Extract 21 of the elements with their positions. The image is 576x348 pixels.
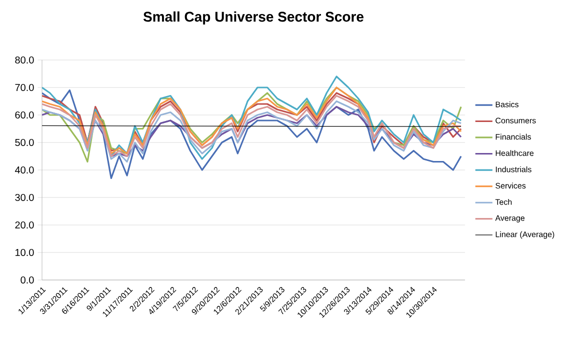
- y-tick-label: 80.0: [15, 56, 34, 64]
- legend-label: Consumers: [496, 118, 536, 124]
- y-tick-label: 20.0: [15, 221, 34, 229]
- y-tick-label: 10.0: [16, 248, 34, 256]
- legend-label: Healthcare: [496, 150, 534, 156]
- line-series: [42, 100, 462, 163]
- legend-label: Average: [495, 215, 525, 222]
- legend-label: Linear (Average): [496, 231, 554, 239]
- y-tick-label: 60.0: [15, 111, 34, 119]
- y-tick-label: 70.0: [15, 84, 34, 92]
- y-tick-label: 40.0: [14, 166, 34, 174]
- legend-label: Industrials: [496, 166, 532, 172]
- legend-label: Tech: [495, 198, 512, 205]
- chart-title: Small Cap Universe Sector Score: [143, 11, 364, 24]
- y-tick-label: 50.0: [15, 138, 34, 146]
- legend-label: Basics: [496, 101, 518, 108]
- y-tick-label: 0.0: [20, 276, 34, 284]
- legend-label: Financials: [496, 134, 531, 140]
- y-tick-label: 30.0: [15, 194, 34, 202]
- line-series: [42, 76, 462, 160]
- legend-label: Services: [496, 182, 526, 189]
